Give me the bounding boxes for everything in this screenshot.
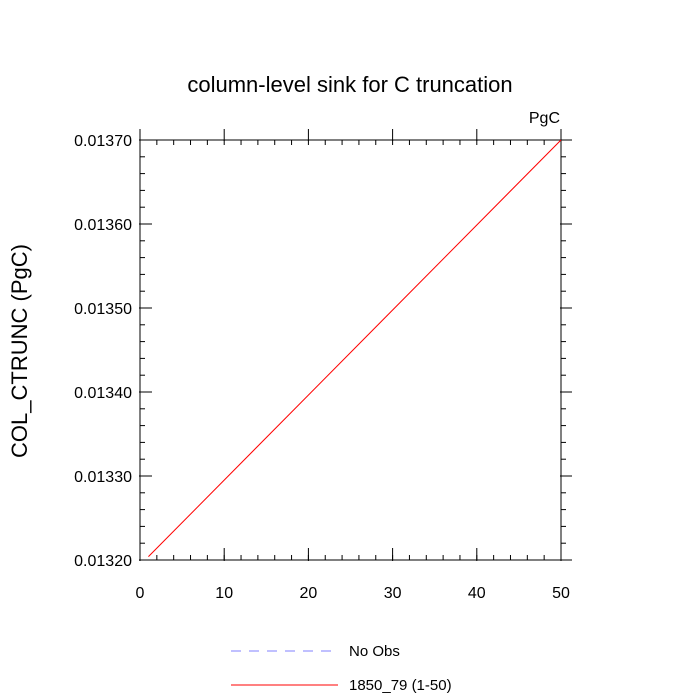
y-tick-label: 0.01350 <box>74 301 132 318</box>
y-axis-label: COL_CTRUNC (PgC) <box>7 244 32 458</box>
x-axis-ticks: 0 10 20 30 40 50 <box>136 129 570 602</box>
y-tick-label: 0.01330 <box>74 469 132 486</box>
x-tick-label: 30 <box>384 585 402 602</box>
units-label: PgC <box>529 110 560 127</box>
y-tick-label: 0.01340 <box>74 385 132 402</box>
x-tick-label: 20 <box>300 585 318 602</box>
legend: No Obs 1850_79 (1-50) <box>231 643 452 694</box>
plot-frame <box>139 139 562 561</box>
y-tick-label: 0.01360 <box>74 217 132 234</box>
series-layer <box>148 139 562 557</box>
chart-title: column-level sink for C truncation <box>187 72 512 97</box>
x-tick-label: 50 <box>552 585 570 602</box>
legend-label-1: 1850_79 (1-50) <box>349 677 452 694</box>
x-tick-label: 40 <box>468 585 486 602</box>
x-tick-label: 10 <box>215 585 233 602</box>
legend-label-0: No Obs <box>349 643 400 660</box>
y-tick-label: 0.01320 <box>74 553 132 570</box>
x-tick-label: 0 <box>136 585 145 602</box>
y-tick-label: 0.01370 <box>74 133 132 150</box>
y-axis-ticks: 0.01320 0.01330 0.01340 0.01350 0.01360 0.013… <box>74 133 572 570</box>
series-line-1 <box>148 139 562 557</box>
